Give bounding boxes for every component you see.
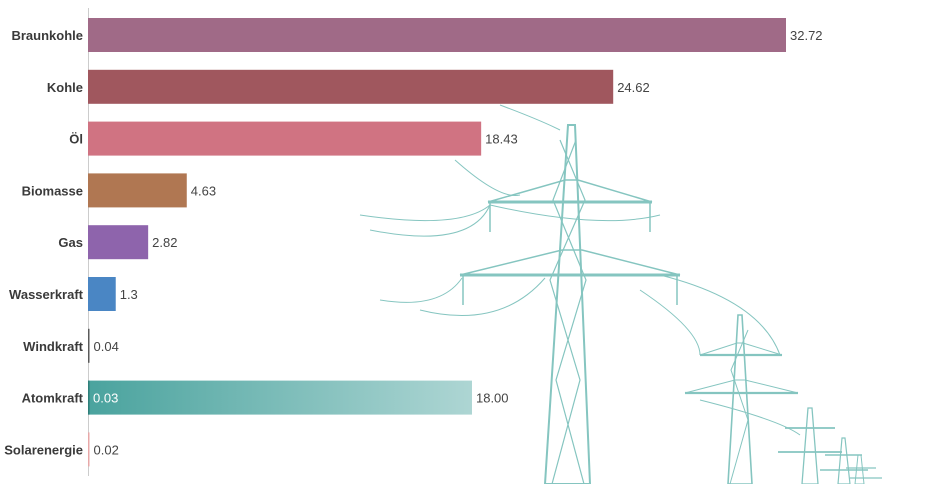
category-label-atomkraft: Atomkraft: [22, 391, 84, 406]
bar-braunkohle: [88, 18, 786, 52]
category-label-kohle: Kohle: [47, 80, 83, 95]
bar-wasserkraft: [88, 277, 116, 311]
category-label-ol: Öl: [69, 132, 83, 147]
category-label-solarenergie: Solarenergie: [4, 442, 83, 457]
category-label-biomasse: Biomasse: [22, 183, 83, 198]
bar-solarenergie: [88, 432, 90, 467]
value-label-windkraft: 0.04: [94, 339, 119, 354]
annotation-label-atomkraft: 18.00: [476, 391, 509, 406]
category-label-braunkohle: Braunkohle: [11, 28, 83, 43]
pylon-large: [459, 124, 681, 484]
annotation-bar-atomkraft: [88, 380, 472, 415]
bar-gas: [88, 225, 149, 260]
value-label-wasserkraft: 1.3: [120, 287, 138, 302]
value-label-kohle: 24.62: [617, 80, 650, 95]
pylon-medium: [684, 314, 799, 484]
bar-windkraft: [88, 328, 90, 363]
value-label-braunkohle: 32.72: [790, 28, 823, 43]
category-label-gas: Gas: [58, 235, 83, 250]
pylon-small: [778, 407, 882, 484]
value-label-gas: 2.82: [152, 235, 177, 250]
value-label-biomasse: 4.63: [191, 183, 216, 198]
power-pylons-illustration: [359, 104, 882, 484]
bar-ol: [88, 121, 482, 156]
category-label-wasserkraft: Wasserkraft: [9, 287, 84, 302]
bar-kohle: [88, 69, 614, 104]
value-label-ol: 18.43: [485, 132, 518, 147]
bar-atomkraft: [88, 380, 90, 415]
value-label-atomkraft: 0.03: [93, 391, 118, 406]
value-label-solarenergie: 0.02: [94, 442, 119, 457]
bar-biomasse: [88, 173, 187, 208]
category-label-windkraft: Windkraft: [23, 339, 83, 354]
